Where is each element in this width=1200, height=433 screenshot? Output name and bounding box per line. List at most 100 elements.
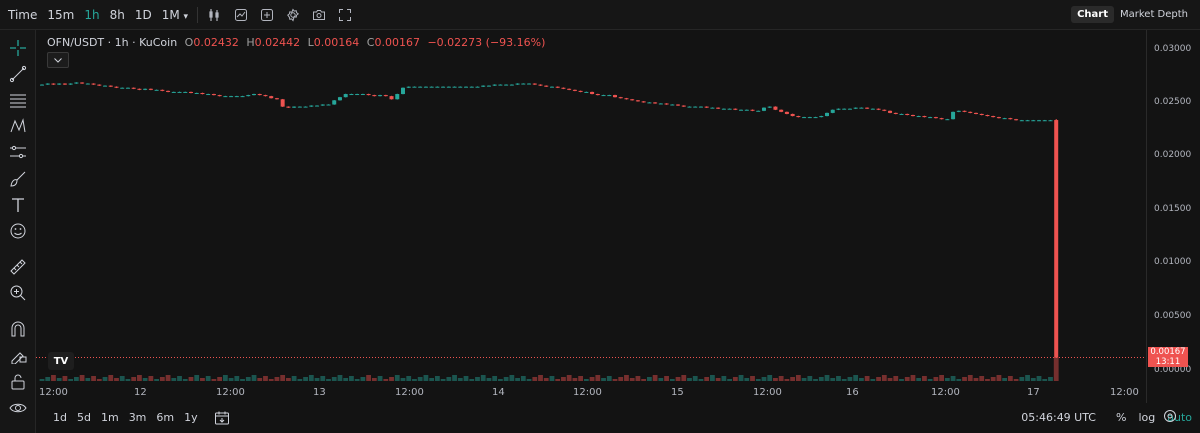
candle-body bbox=[114, 86, 119, 88]
volume-bar bbox=[841, 379, 847, 381]
range-5d[interactable]: 5d bbox=[76, 411, 91, 424]
candle-type-icon[interactable] bbox=[204, 4, 226, 26]
candle-body bbox=[406, 86, 411, 88]
volume-bar bbox=[979, 376, 985, 381]
change-value: −0.02273 (−93.16%) bbox=[427, 36, 546, 49]
candle-body bbox=[1042, 120, 1047, 122]
volume-bar bbox=[251, 375, 257, 381]
market-depth-button[interactable]: Market Depth bbox=[1119, 9, 1188, 20]
interval-1m-dropdown[interactable]: 1M ▾ bbox=[157, 8, 193, 22]
volume-bar bbox=[371, 378, 377, 381]
volume-bar bbox=[423, 375, 429, 381]
projection-icon[interactable] bbox=[7, 141, 29, 163]
close-value: 0.00167 bbox=[374, 36, 420, 49]
tradingview-logo[interactable]: TV bbox=[48, 352, 74, 370]
crosshair-icon[interactable] bbox=[7, 37, 29, 59]
volume-bar bbox=[629, 378, 635, 381]
eye-icon[interactable] bbox=[7, 397, 29, 419]
candle-body bbox=[429, 86, 434, 88]
price-axis[interactable] bbox=[1146, 30, 1200, 403]
volume-bar bbox=[148, 376, 154, 381]
fib-lines-icon[interactable] bbox=[7, 89, 29, 111]
range-1m[interactable]: 1m bbox=[100, 411, 119, 424]
candle-body bbox=[802, 117, 807, 119]
volume-bar bbox=[710, 375, 715, 381]
volume-bar bbox=[824, 375, 830, 381]
volume-bar bbox=[354, 379, 360, 381]
chart-view-button[interactable]: Chart bbox=[1071, 6, 1114, 23]
volume-bar bbox=[1048, 377, 1053, 381]
view-toggle: Chart Market Depth bbox=[1071, 6, 1194, 23]
volume-bar bbox=[595, 375, 601, 381]
volume-bar bbox=[692, 376, 698, 381]
emoji-icon[interactable] bbox=[7, 220, 29, 242]
pattern-icon[interactable] bbox=[7, 115, 29, 137]
candle-body bbox=[721, 108, 726, 110]
candle-body bbox=[555, 86, 560, 88]
time-tick: 13 bbox=[313, 387, 326, 398]
lock-drawing-icon[interactable] bbox=[7, 344, 29, 366]
axis-settings-icon[interactable] bbox=[1163, 409, 1177, 423]
candle-body bbox=[693, 106, 698, 108]
candle-body bbox=[733, 108, 738, 110]
templates-icon[interactable] bbox=[256, 4, 278, 26]
range-6m[interactable]: 6m bbox=[156, 411, 175, 424]
fullscreen-icon[interactable] bbox=[334, 4, 356, 26]
ruler-icon[interactable] bbox=[7, 256, 29, 278]
volume-bar bbox=[532, 377, 538, 381]
volume-bar bbox=[687, 378, 692, 381]
log-scale-toggle[interactable]: log bbox=[1138, 411, 1156, 424]
volume-bar bbox=[125, 379, 131, 381]
volume-bar bbox=[950, 376, 956, 381]
volume-bar bbox=[114, 378, 119, 381]
camera-icon[interactable] bbox=[308, 4, 330, 26]
interval-15m[interactable]: 15m bbox=[47, 7, 75, 22]
volume-bar bbox=[56, 378, 62, 381]
date-range-icon[interactable] bbox=[209, 410, 235, 426]
volume-bar bbox=[108, 375, 114, 381]
volume-bar bbox=[509, 375, 515, 381]
candle-body bbox=[658, 103, 663, 105]
volume-bar bbox=[131, 377, 137, 381]
range-3m[interactable]: 3m bbox=[128, 411, 147, 424]
brush-icon[interactable] bbox=[7, 168, 29, 190]
candle-body bbox=[899, 113, 904, 115]
magnet-icon[interactable] bbox=[7, 318, 29, 340]
volume-bar bbox=[761, 377, 767, 381]
utc-clock[interactable]: 05:46:49 UTC bbox=[1021, 411, 1096, 424]
candle-body bbox=[217, 95, 222, 97]
volume-bar bbox=[274, 377, 280, 381]
volume-bar bbox=[669, 379, 675, 381]
volume-bar bbox=[807, 376, 813, 381]
interval-1d[interactable]: 1D bbox=[134, 7, 152, 22]
settings-gear-icon[interactable] bbox=[282, 4, 304, 26]
drawing-toolbar bbox=[0, 30, 36, 433]
zoom-in-icon[interactable] bbox=[7, 282, 29, 304]
volume-bar bbox=[434, 376, 440, 381]
volume-bar bbox=[1007, 376, 1013, 381]
price-chart[interactable] bbox=[36, 30, 1146, 403]
volume-bar bbox=[217, 377, 223, 381]
volume-bar bbox=[715, 378, 721, 381]
volume-bar bbox=[62, 376, 68, 381]
candle-body bbox=[40, 84, 44, 86]
unlock-icon[interactable] bbox=[7, 371, 29, 393]
candle-body bbox=[991, 116, 996, 118]
text-icon[interactable] bbox=[7, 194, 29, 216]
symbol-label[interactable]: OFN/USDT · 1h · KuCoin bbox=[47, 36, 178, 49]
candle-body bbox=[68, 83, 73, 85]
range-1y[interactable]: 1y bbox=[184, 411, 198, 424]
time-label[interactable]: Time bbox=[8, 7, 38, 22]
range-1d[interactable]: 1d bbox=[53, 411, 67, 424]
volume-bar bbox=[68, 379, 74, 381]
percent-scale-toggle[interactable]: % bbox=[1116, 411, 1127, 424]
interval-1h[interactable]: 1h bbox=[84, 7, 100, 22]
volume-bar bbox=[795, 375, 801, 381]
interval-8h[interactable]: 8h bbox=[109, 7, 125, 22]
trend-line-icon[interactable] bbox=[7, 63, 29, 85]
volume-bar bbox=[73, 377, 79, 381]
legend-collapse-button[interactable] bbox=[47, 52, 69, 68]
candle-body bbox=[710, 107, 715, 109]
indicators-icon[interactable] bbox=[230, 4, 252, 26]
volume-bar bbox=[222, 375, 228, 381]
